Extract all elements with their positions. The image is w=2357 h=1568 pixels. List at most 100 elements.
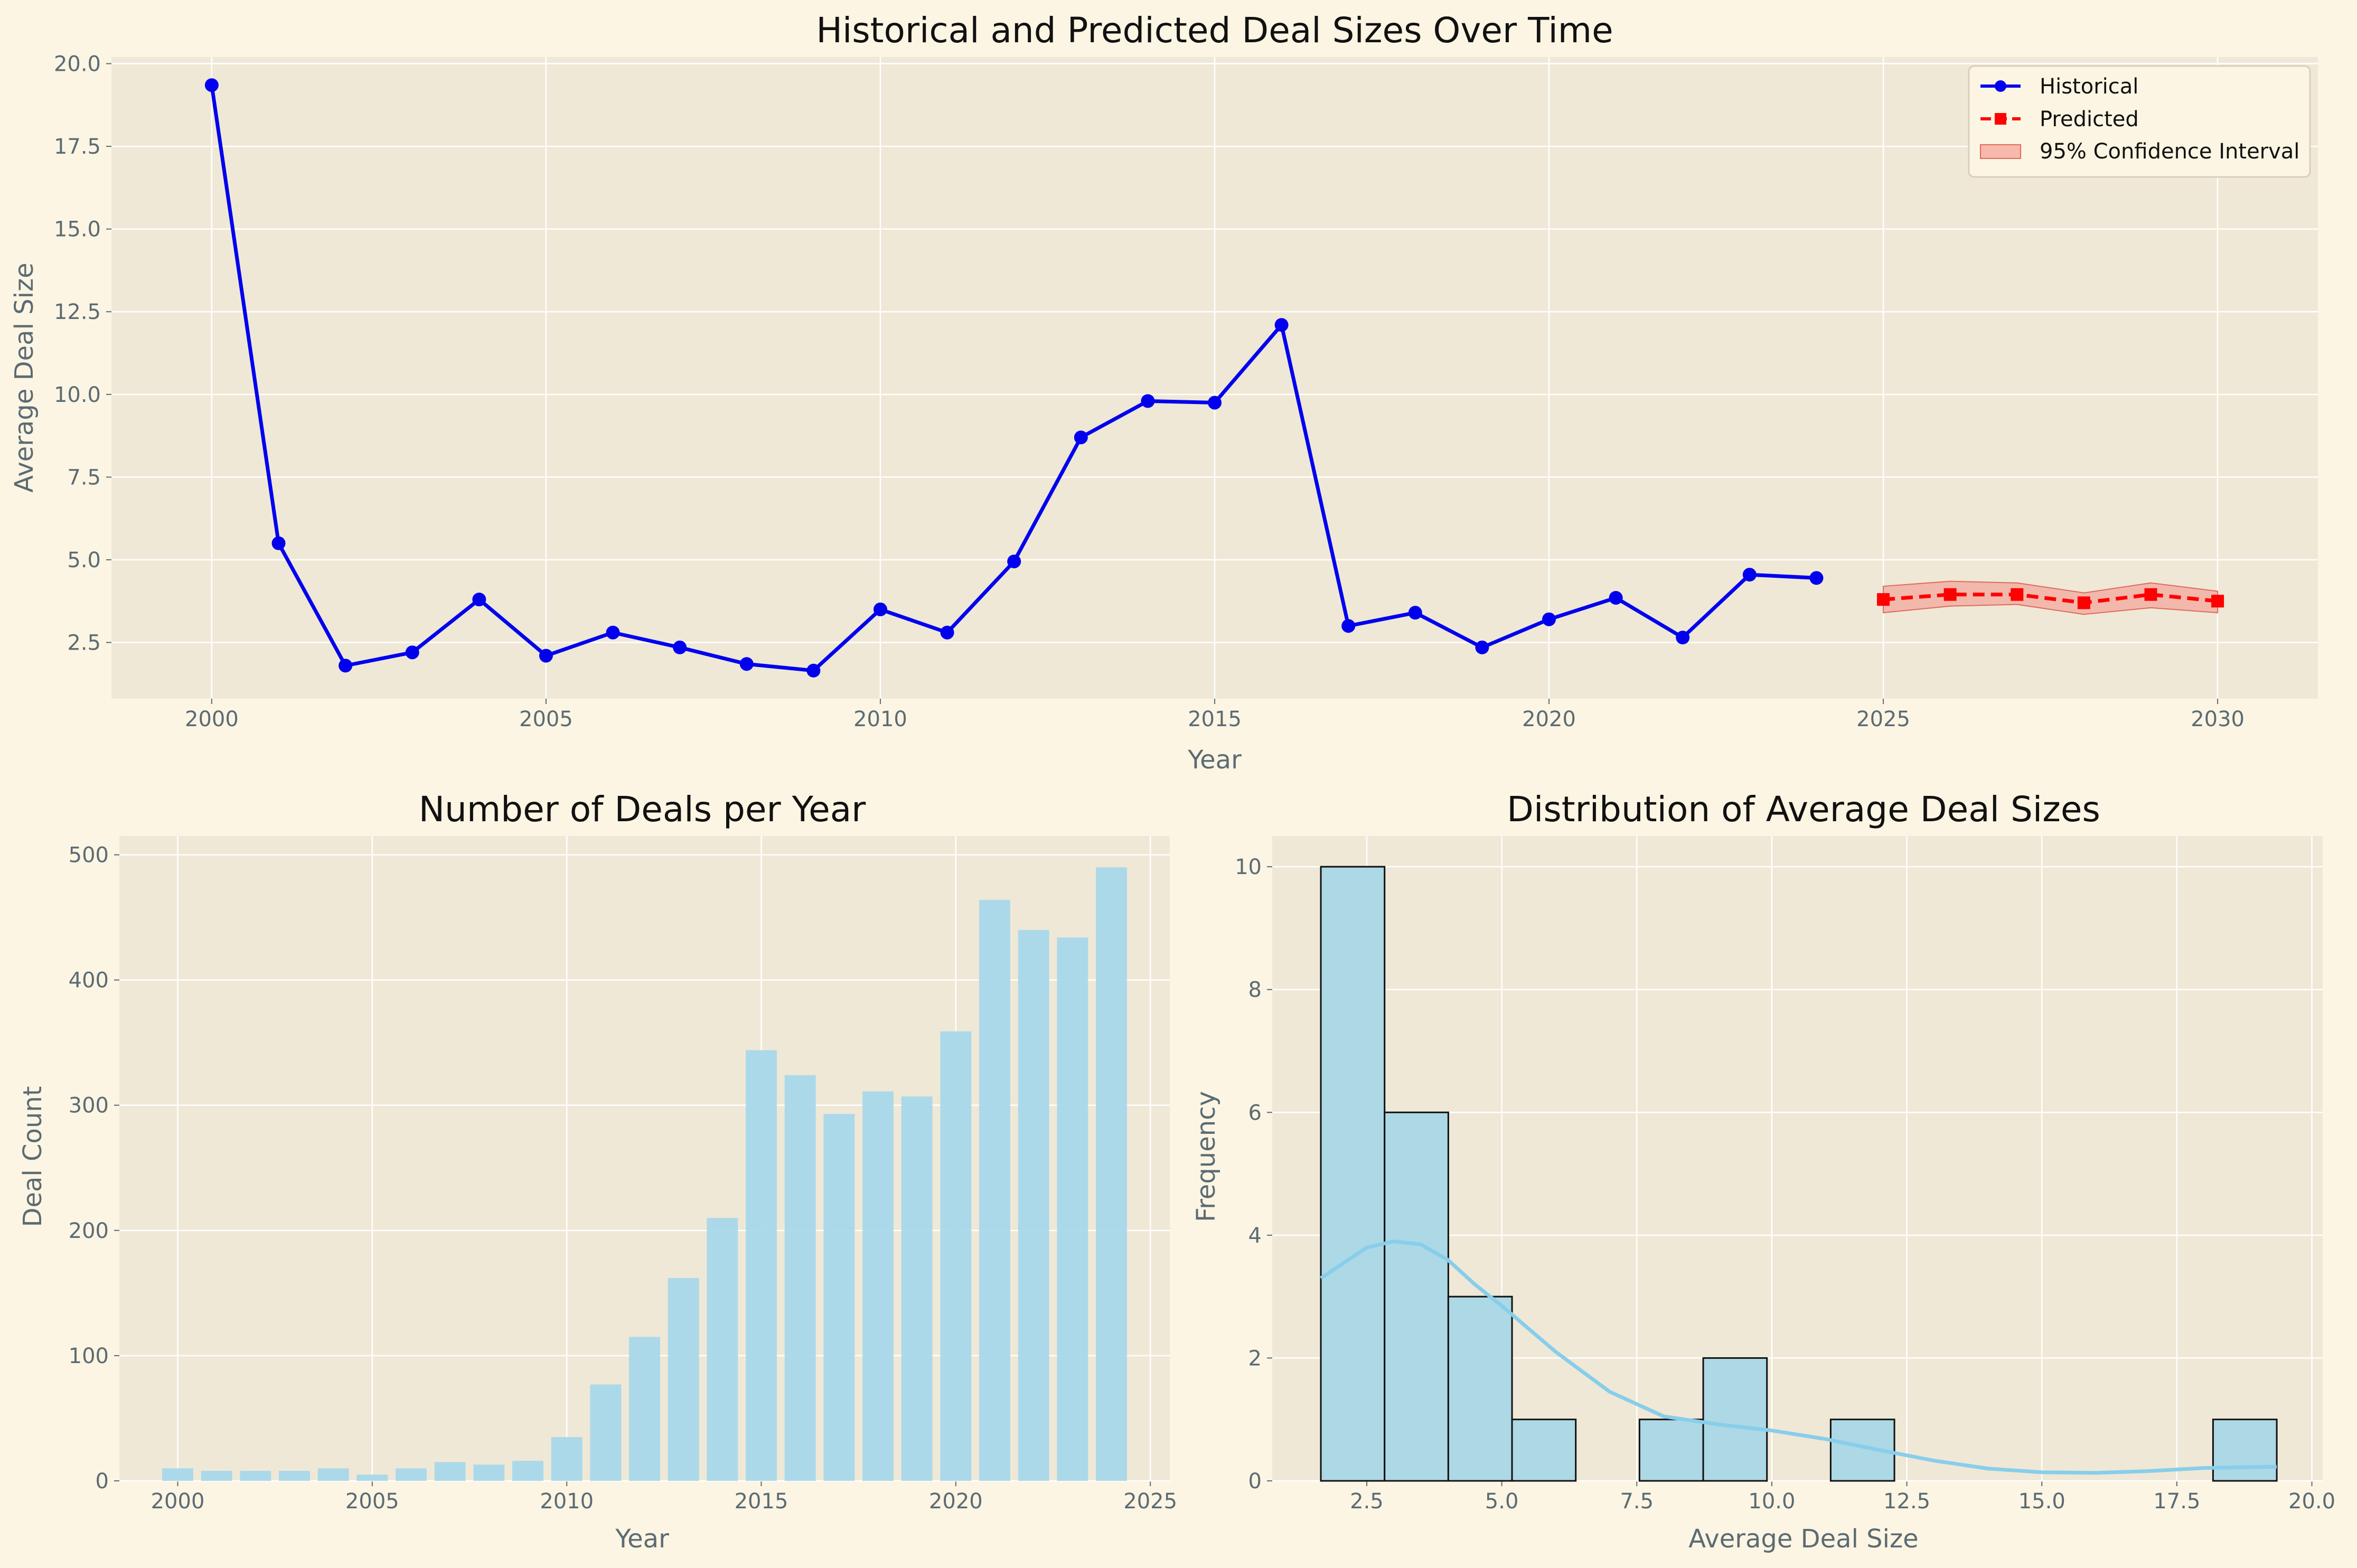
legend-ci-label: 95% Confidence Interval: [2040, 139, 2299, 164]
hist-y-tick-label: 0: [1248, 1469, 1262, 1494]
bar-x-axis-label: Year: [615, 1524, 669, 1554]
histogram-bar: [1638, 1419, 1704, 1482]
historical-point: [204, 78, 219, 92]
hist-y-tick-label: 4: [1248, 1224, 1262, 1248]
historical-point: [405, 645, 419, 660]
top-y-tick-label: 5.0: [67, 548, 101, 572]
top-y-axis-label: Average Deal Size: [10, 262, 39, 492]
predicted-point: [1877, 593, 1890, 606]
historical-point: [1475, 640, 1489, 654]
hist-x-tick-label: 20.0: [2288, 1489, 2335, 1514]
historical-point: [339, 659, 353, 673]
hist-x-tick-label: 12.5: [1883, 1489, 1930, 1514]
bar-x-tick-label: 2015: [735, 1489, 788, 1514]
bar-x-tick-label: 2025: [1123, 1489, 1177, 1514]
deal-count-bar: [707, 1218, 738, 1481]
top-y-tick-label: 20.0: [54, 52, 101, 77]
hist-x-tick-labels: 2.5 5.0 7.5 10.0 12.5 15.0 17.5 20.0: [1350, 1489, 2335, 1514]
bar-bars: [162, 867, 1127, 1481]
deal-count-bar: [317, 1468, 349, 1481]
historical-point: [1274, 318, 1289, 332]
predicted-point: [1943, 588, 1957, 601]
historical-point: [472, 593, 486, 607]
deal-count-bar: [862, 1091, 894, 1481]
deal-count-bar: [668, 1278, 699, 1481]
legend-predicted-label: Predicted: [2040, 107, 2139, 132]
predicted-line: [1883, 593, 2218, 605]
histogram-bar: [1511, 1419, 1577, 1482]
bar-chart-title: Number of Deals per Year: [419, 789, 866, 830]
top-y-tick-label: 10.0: [54, 383, 101, 407]
legend-historical-label: Historical: [2040, 74, 2138, 99]
deal-count-bar: [746, 1050, 777, 1481]
top-y-tick-labels: 2.5 5.0 7.5 10.0 12.5 15.0 17.5 20.0: [54, 52, 101, 655]
bar-x-tick-labels: 2000 2005 2010 2015 2020 2025: [151, 1489, 1177, 1514]
deal-count-bar: [240, 1471, 271, 1481]
hist-x-axis-label: Average Deal Size: [1688, 1524, 1918, 1554]
top-chart-title: Historical and Predicted Deal Sizes Over…: [816, 10, 1613, 51]
historical-point: [271, 536, 286, 550]
legend-ci-patch: [1980, 144, 2021, 159]
hist-y-tick-labels: 0 2 4 6 8 10: [1235, 855, 1262, 1494]
historical-point: [1542, 612, 1556, 626]
bar-y-tick-label: 200: [69, 1219, 109, 1243]
historical-point: [1676, 631, 1690, 645]
top-y-tick-label: 17.5: [54, 135, 101, 159]
deal-count-bar: [512, 1461, 543, 1481]
historical-point: [606, 625, 620, 640]
top-series-markers: [204, 78, 2224, 678]
deal-count-bar: [162, 1468, 193, 1481]
deal-count-bar: [434, 1462, 466, 1481]
top-x-tick-label: 2025: [1856, 707, 1910, 731]
hist-y-tick-label: 2: [1248, 1346, 1262, 1370]
hist-y-tick-label: 10: [1235, 855, 1262, 879]
histogram-chart: 2.5 5.0 7.5 10.0 12.5 15.0 17.5 20.0 0 2 4 6 8 10 Di…: [1191, 789, 2335, 1554]
bar-y-tick-label: 400: [69, 969, 109, 993]
legend-frame: [1968, 65, 2311, 178]
deal-count-bar: [279, 1471, 310, 1481]
deal-count-bar: [1057, 937, 1088, 1481]
bar-x-tick-label: 2000: [151, 1489, 205, 1514]
historical-point: [1141, 394, 1155, 408]
deal-count-bar: [590, 1384, 622, 1481]
historical-point: [1609, 590, 1623, 605]
bar-y-tick-label: 100: [69, 1344, 109, 1368]
hist-x-tick-label: 2.5: [1350, 1489, 1384, 1514]
bar-x-tick-label: 2020: [929, 1489, 983, 1514]
top-y-tick-label: 12.5: [54, 300, 101, 324]
deal-count-bar: [901, 1096, 933, 1481]
historical-point: [1408, 606, 1422, 620]
top-y-tick-label: 2.5: [67, 631, 101, 655]
bar-y-axis-label: Deal Count: [18, 1086, 48, 1227]
hist-x-tick-label: 5.0: [1485, 1489, 1519, 1514]
historical-point: [539, 649, 553, 663]
historical-point: [1742, 568, 1757, 582]
hist-y-tick-label: 8: [1248, 978, 1262, 1002]
top-x-tick-label: 2005: [519, 707, 573, 731]
bar-x-tick-label: 2010: [540, 1489, 594, 1514]
bar-chart: 2000 2005 2010 2015 2020 2025 0 100 200 300 400 50…: [18, 789, 1177, 1554]
bar-y-tick-label: 300: [69, 1094, 109, 1118]
histogram-bar: [1384, 1111, 1449, 1482]
historical-point: [739, 657, 754, 671]
hist-y-tick-label: 6: [1248, 1101, 1262, 1125]
top-x-tick-label: 2030: [2191, 707, 2245, 731]
legend-historical-marker: [1995, 80, 2006, 92]
historical-point: [1074, 430, 1088, 445]
deal-count-bar: [979, 899, 1010, 1481]
deal-count-bar: [823, 1114, 855, 1481]
historical-point: [806, 663, 821, 678]
hist-x-tick-label: 7.5: [1620, 1489, 1654, 1514]
deal-count-bar: [1096, 867, 1127, 1481]
historical-point: [1007, 555, 1021, 569]
legend-predicted-marker: [1995, 113, 2006, 125]
top-x-tick-label: 2010: [853, 707, 907, 731]
predicted-point: [2144, 588, 2157, 601]
top-legend: Historical Predicted 95% Confidence Inte…: [1968, 65, 2311, 178]
historical-point: [673, 640, 687, 654]
bar-y-tick-label: 0: [96, 1469, 109, 1494]
hist-x-tick-label: 10.0: [1748, 1489, 1795, 1514]
top-x-tick-label: 2020: [1522, 707, 1576, 731]
hist-kde-layer: [1320, 1239, 2277, 1475]
